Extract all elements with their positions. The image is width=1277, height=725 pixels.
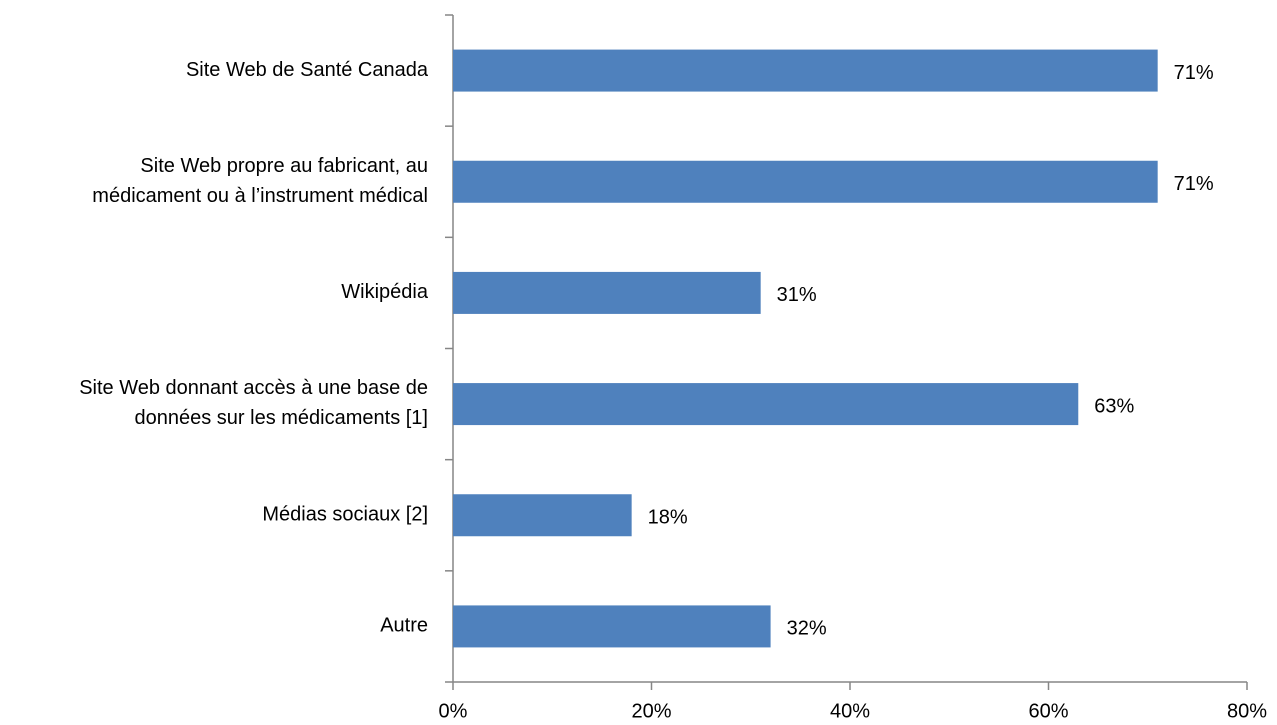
category-label: Wikipédia [341, 281, 429, 303]
bar [453, 271, 761, 314]
category-label: Site Web donnant accès à une base de donn… [79, 377, 428, 429]
x-tick-label: 80% [1227, 700, 1267, 722]
value-label: 71% [1174, 173, 1214, 195]
value-label: 32% [787, 618, 827, 640]
bar [453, 494, 632, 537]
value-label: 71% [1174, 62, 1214, 84]
category-label: Médias sociaux [2] [262, 504, 428, 526]
value-label: 18% [648, 507, 688, 529]
category-label: Autre [380, 615, 428, 637]
bar [453, 605, 771, 648]
bar [453, 383, 1079, 426]
value-label: 63% [1094, 395, 1134, 417]
bar [453, 49, 1158, 92]
bar [453, 160, 1158, 203]
x-tick-label: 20% [631, 700, 671, 722]
category-label: Site Web propre au fabricant, au médicame… [92, 155, 428, 207]
x-tick-label: 0% [439, 700, 468, 722]
category-label: Site Web de Santé Canada [186, 59, 429, 81]
value-label: 31% [777, 284, 817, 306]
x-tick-label: 40% [830, 700, 870, 722]
x-tick-label: 60% [1028, 700, 1068, 722]
